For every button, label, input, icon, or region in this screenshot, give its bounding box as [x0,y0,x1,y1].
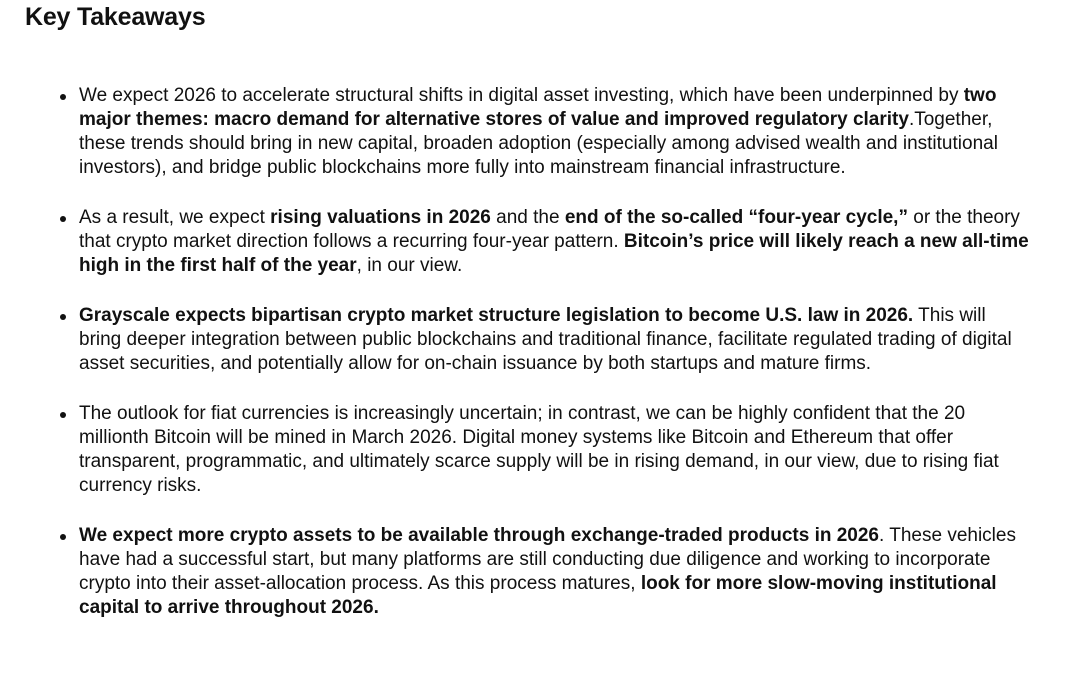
body-text: . These vehicles have had a successful s… [79,525,1016,594]
body-text: or the theory that crypto market directi… [79,207,1020,252]
emphasized-text: look for more slow-moving institutional … [79,573,997,618]
bullet-icon [60,412,66,418]
takeaway-item: We expect more crypto assets to be avail… [60,524,1029,620]
emphasized-text: end of the so-called “four-year cycle,” [564,207,908,228]
body-text: and the [490,207,565,228]
bullet-icon [60,216,66,222]
bullet-icon [60,314,66,320]
emphasized-text: We expect more crypto assets to be avail… [79,525,880,546]
takeaway-item: As a result, we expect rising valuations… [60,206,1029,278]
bullet-icon [60,534,66,540]
bullet-icon [60,94,66,100]
body-text: We expect 2026 to accelerate structural … [79,85,964,106]
takeaway-item: We expect 2026 to accelerate structural … [60,84,1029,180]
takeaway-item: The outlook for fiat currencies is incre… [60,402,1029,498]
takeaway-item: Grayscale expects bipartisan crypto mark… [60,304,1029,376]
page-title: Key Takeaways [25,3,206,31]
body-text: The outlook for fiat currencies is incre… [79,403,999,496]
emphasized-text: rising valuations in 2026 [270,207,491,228]
emphasized-text: Grayscale expects bipartisan crypto mark… [79,305,914,326]
body-text: As a result, we expect [79,207,271,228]
body-text: , in our view. [356,255,463,276]
body-text: This will bring deeper integration betwe… [79,305,1012,374]
emphasized-text: two major themes: macro demand for alter… [79,85,997,130]
body-text: .Together, these trends should bring in … [79,109,998,178]
takeaways-list: We expect 2026 to accelerate structural … [60,84,1029,646]
emphasized-text: Bitcoin’s price will likely reach a new … [79,231,1029,276]
